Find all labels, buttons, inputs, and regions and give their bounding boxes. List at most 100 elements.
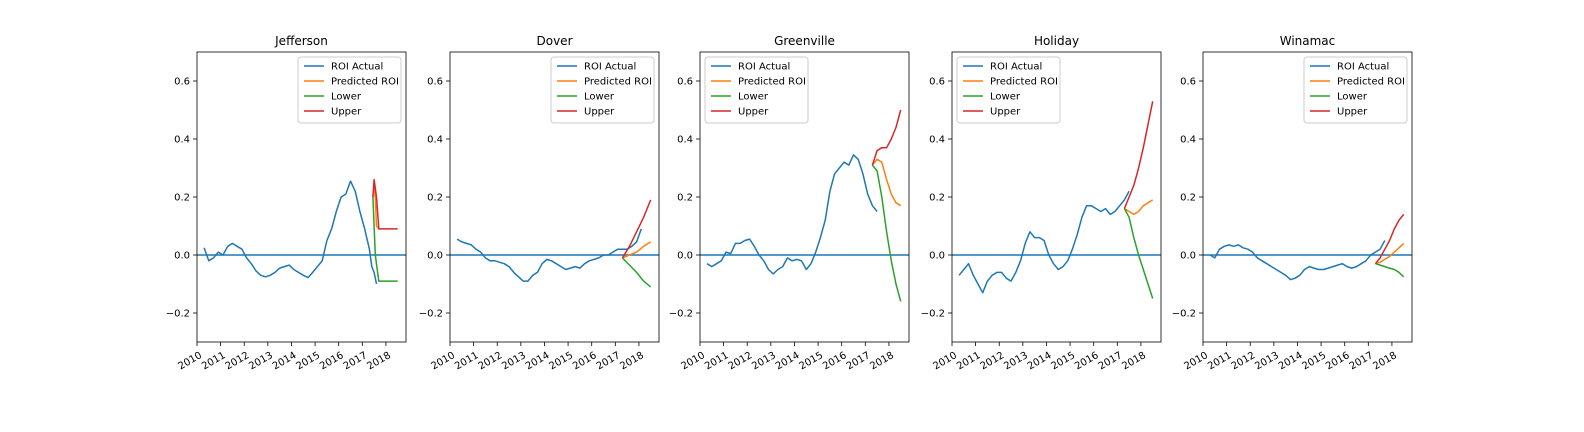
legend-label: Lower (990, 92, 1021, 103)
x-tick-label: 2017 (1097, 350, 1125, 372)
series-line-roi-actual (706, 154, 878, 275)
axes-frame (196, 51, 407, 343)
legend-label: Lower (584, 92, 615, 103)
x-tick-label: 2017 (845, 350, 873, 372)
legend-label: Lower (1337, 92, 1368, 103)
series-line-upper (1374, 213, 1405, 265)
y-tick-label: −0.2 (166, 309, 190, 320)
y-tick-label: −0.2 (921, 309, 945, 320)
series-line-predicted-roi (1124, 199, 1154, 216)
x-tick-label: 2013 (1253, 350, 1281, 372)
panel-title: Jefferson (274, 34, 328, 48)
legend: ROI Actual Predicted ROI Lower Upper (1303, 56, 1408, 124)
x-tick-label: 2013 (1002, 350, 1030, 372)
panel-jefferson: Jefferson−0.20.00.20.40.6201020112012201… (166, 34, 407, 372)
legend: ROI Actual Predicted ROI Lower Upper (704, 56, 809, 124)
legend: ROI Actual Predicted ROI Lower Upper (297, 56, 402, 124)
x-tick-label: 2013 (500, 350, 528, 372)
legend-box (704, 56, 809, 124)
x-tick-label: 2018 (1120, 350, 1148, 372)
x-tick-label: 2018 (1371, 350, 1399, 372)
axes-frame (449, 51, 660, 343)
y-tick-label: 0.6 (1180, 77, 1196, 88)
x-tick-label: 2016 (1324, 350, 1352, 372)
series-line-lower (871, 164, 902, 302)
x-tick-label: 2016 (571, 350, 599, 372)
x-tick-label: 2014 (1026, 350, 1054, 372)
panel-title: Holiday (1034, 34, 1079, 48)
series-line-predicted-roi (871, 158, 902, 207)
legend-label: Upper (738, 107, 769, 118)
x-tick-label: 2011 (200, 350, 228, 372)
x-tick-label: 2014 (774, 350, 802, 372)
x-tick-label: 2017 (342, 350, 370, 372)
y-tick-label: 0.6 (427, 77, 443, 88)
legend-label: Upper (584, 107, 615, 118)
x-tick-label: 2011 (703, 350, 731, 372)
x-tick-label: 2014 (524, 350, 552, 372)
y-tick-label: 0.6 (929, 77, 945, 88)
legend-label: Predicted ROI (738, 77, 806, 88)
series-line-roi-actual (958, 190, 1130, 294)
y-tick-label: −0.2 (419, 309, 443, 320)
x-tick-label: 2015 (1301, 350, 1329, 372)
x-tick-label: 2010 (1182, 350, 1210, 372)
x-tick-label: 2010 (931, 350, 959, 372)
legend-box (1303, 56, 1408, 124)
x-tick-label: 2012 (979, 350, 1007, 372)
legend-box (550, 56, 655, 124)
y-tick-label: 0.4 (929, 135, 945, 146)
series-line-roi-actual (203, 180, 378, 285)
x-tick-label: 2016 (318, 350, 346, 372)
series-line-roi-actual (1209, 240, 1386, 281)
panel-greenville: Greenville−0.20.00.20.40.620102011201220… (669, 34, 910, 372)
x-tick-label: 2011 (1206, 350, 1234, 372)
y-tick-label: 0.2 (1180, 193, 1196, 204)
series-line-roi-actual (456, 228, 643, 282)
panel-title: Greenville (774, 34, 835, 48)
panel-dover: Dover−0.20.00.20.40.62010201120122013201… (419, 34, 660, 372)
series-line-upper (372, 178, 398, 230)
x-tick-label: 2015 (798, 350, 826, 372)
legend-label: Upper (331, 107, 362, 118)
y-tick-label: 0.0 (174, 251, 190, 262)
legend-label: Predicted ROI (331, 77, 399, 88)
legend-label: Lower (738, 92, 769, 103)
y-tick-label: −0.2 (669, 309, 693, 320)
x-tick-label: 2016 (821, 350, 849, 372)
panel-holiday: Holiday−0.20.00.20.40.620102011201220132… (921, 34, 1162, 372)
legend-label: Predicted ROI (990, 77, 1058, 88)
x-tick-label: 2018 (618, 350, 646, 372)
series-line-lower (372, 196, 398, 282)
y-tick-label: 0.2 (427, 193, 443, 204)
x-tick-label: 2014 (1277, 350, 1305, 372)
y-tick-label: 0.2 (677, 193, 693, 204)
legend: ROI Actual Predicted ROI Lower Upper (550, 56, 655, 124)
y-tick-label: 0.0 (929, 251, 945, 262)
series-line-predicted-roi (1375, 242, 1405, 265)
legend-label: Lower (331, 92, 362, 103)
legend-label: ROI Actual (738, 62, 790, 73)
legend-label: ROI Actual (1337, 62, 1389, 73)
y-tick-label: 0.2 (174, 193, 190, 204)
legend-label: Predicted ROI (1337, 77, 1405, 88)
y-tick-label: 0.2 (929, 193, 945, 204)
y-tick-label: 0.0 (427, 251, 443, 262)
series-line-upper (621, 199, 652, 259)
y-tick-label: 0.6 (677, 77, 693, 88)
x-tick-label: 2018 (365, 350, 393, 372)
legend-label: ROI Actual (584, 62, 636, 73)
series-line-upper (871, 109, 902, 166)
series-line-upper (1123, 101, 1154, 209)
x-tick-label: 2015 (548, 350, 576, 372)
x-tick-label: 2010 (176, 350, 204, 372)
axes-frame (699, 51, 910, 343)
panel-title: Dover (537, 34, 573, 48)
legend-label: Predicted ROI (584, 77, 652, 88)
series-line-lower (1375, 262, 1405, 278)
x-tick-label: 2018 (868, 350, 896, 372)
legend-label: Upper (990, 107, 1021, 118)
x-tick-label: 2015 (295, 350, 323, 372)
panel-winamac: Winamac−0.20.00.20.40.620102011201220132… (1172, 34, 1413, 372)
